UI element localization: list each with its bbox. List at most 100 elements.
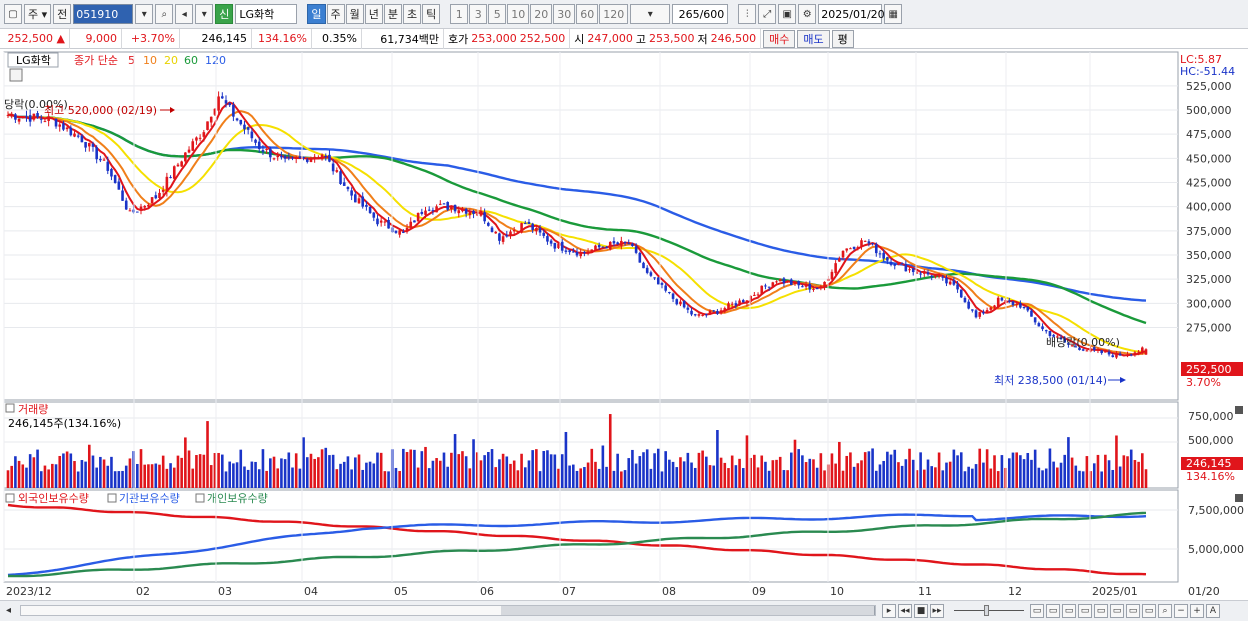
scroll-thumb[interactable] [501, 606, 875, 615]
scroll-track[interactable] [20, 605, 876, 616]
zoom-slider-handle[interactable] [984, 605, 989, 616]
grid-toggle-icon[interactable] [9, 68, 23, 82]
candle-body [280, 155, 283, 158]
volume-bar [150, 464, 154, 488]
zoom-out-icon[interactable]: − [1174, 604, 1188, 618]
volume-bar [634, 463, 638, 488]
volume-bar [394, 467, 398, 488]
volume-bar [158, 464, 161, 488]
volume-bar [760, 455, 764, 488]
chart-area[interactable]: 525,000 500,000 475,000 450,000 425,000 400,0… [0, 50, 1248, 600]
chart-svg[interactable]: 525,000 500,000 475,000 450,000 425,000 400,0… [0, 50, 1248, 600]
play-icon[interactable]: ▸ [882, 604, 896, 618]
layout-icon-8[interactable]: ▭ [1142, 604, 1156, 618]
buy-button[interactable]: 매수 [763, 29, 796, 48]
interval-4[interactable]: 분 [383, 4, 403, 24]
interval-3[interactable]: 년 [364, 4, 383, 24]
volume-bar [405, 452, 409, 488]
crosshair-icon[interactable]: ⤢ [758, 4, 777, 24]
save-icon[interactable]: ▣ [778, 4, 797, 24]
layout-icon-1[interactable]: ▭ [1030, 604, 1044, 618]
eval-button[interactable]: 평 [831, 29, 854, 48]
candle-body [967, 301, 970, 309]
stock-code-input[interactable]: 051910 [73, 4, 134, 24]
zoom-in-icon[interactable]: + [1190, 604, 1204, 618]
date-input[interactable]: 2025/01/20 [818, 4, 885, 24]
volume-bar [172, 467, 176, 488]
legend-name-box[interactable] [7, 52, 59, 68]
layout-icon-6[interactable]: ▭ [1110, 604, 1124, 618]
layout-icon-5[interactable]: ▭ [1094, 604, 1108, 618]
candle-body [69, 127, 73, 136]
candle-icon[interactable]: ⫶ [738, 4, 757, 24]
layout-icon-7[interactable]: ▭ [1126, 604, 1140, 618]
candle-body [919, 273, 922, 275]
volume-bar [786, 470, 789, 488]
candle-body [671, 293, 675, 299]
fast-forward-icon[interactable]: ▸▸ [930, 604, 944, 618]
volume-bar [1030, 459, 1033, 488]
candle-body [538, 228, 542, 233]
font-size-icon[interactable]: A [1206, 604, 1220, 618]
dropdown-icon[interactable]: ▾ [195, 4, 214, 24]
tick-5[interactable]: 5 [488, 4, 507, 24]
scroll-left-icon[interactable]: ◂ [6, 605, 12, 616]
candle-body [136, 211, 139, 213]
volume-bar [1118, 466, 1122, 488]
volume-bar [579, 468, 582, 488]
speaker-icon[interactable]: ◂ [175, 4, 194, 24]
candle-body [760, 285, 764, 295]
blank-dropdown[interactable]: ▾ [630, 4, 671, 24]
holdings-panel-close-icon[interactable] [1235, 494, 1243, 502]
candle-body [597, 245, 601, 248]
rewind-icon[interactable]: ◂◂ [898, 604, 912, 618]
volume-bar [923, 469, 926, 488]
volume-bar [801, 455, 804, 488]
calendar-icon[interactable]: ▦ [884, 4, 903, 24]
holdings-panel-frame [3, 489, 1179, 583]
stock-name-field[interactable]: LG화학 [235, 4, 298, 24]
volume-bar [993, 455, 996, 488]
volume-bar [815, 467, 819, 488]
interval-6[interactable]: 틱 [422, 4, 441, 24]
count-input[interactable]: 265/600 [672, 4, 729, 24]
chevron-down-icon[interactable]: ▾ [135, 4, 154, 24]
bottom-scrollbar[interactable]: ◂ ▸ ◂◂ ■ ▸▸ ▭ ▭ ▭ ▭ ▭ ▭ ▭ ▭ ⌕ − + A [0, 600, 1248, 621]
volume-bar [235, 462, 239, 488]
candle-body [557, 243, 560, 249]
zoom-slider[interactable] [954, 610, 1024, 611]
volume-bar [915, 470, 919, 488]
volume-bar [941, 470, 945, 488]
interval-5[interactable]: 초 [403, 4, 422, 24]
layout-icon-4[interactable]: ▭ [1078, 604, 1092, 618]
tick-30[interactable]: 30 [553, 4, 576, 24]
tick-20[interactable]: 20 [530, 4, 553, 24]
volume-value-label: 246,145주(134.16%) [8, 417, 121, 430]
prev-button[interactable]: 전 [53, 4, 72, 24]
tick-3[interactable]: 3 [469, 4, 488, 24]
zoom-icon[interactable]: ⌕ [1158, 604, 1172, 618]
interval-2[interactable]: 월 [345, 4, 364, 24]
tick-10[interactable]: 10 [507, 4, 530, 24]
layout-icon-3[interactable]: ▭ [1062, 604, 1076, 618]
stop-icon[interactable]: ■ [914, 604, 928, 618]
period-type-select[interactable]: 주 ▾ [24, 4, 52, 24]
gear-icon[interactable]: ⚙ [798, 4, 817, 24]
candle-body [520, 223, 523, 233]
volume-panel-close-icon[interactable] [1235, 406, 1243, 414]
sell-button[interactable]: 매도 [797, 29, 830, 48]
volume-bar [675, 467, 679, 488]
volume-bar [309, 453, 313, 488]
interval-1[interactable]: 주 [326, 4, 345, 24]
volume-bar [1015, 452, 1018, 488]
interval-0[interactable]: 일 [307, 4, 326, 24]
search-icon[interactable]: ⌕ [155, 4, 174, 24]
volume-bar [889, 454, 893, 488]
layout-icon-2[interactable]: ▭ [1046, 604, 1060, 618]
tick-60[interactable]: 60 [576, 4, 599, 24]
window-icon[interactable]: ▢ [4, 4, 22, 24]
candle-body [169, 177, 172, 179]
volume-bar [335, 469, 339, 488]
tick-1[interactable]: 1 [450, 4, 469, 24]
tick-120[interactable]: 120 [599, 4, 629, 24]
